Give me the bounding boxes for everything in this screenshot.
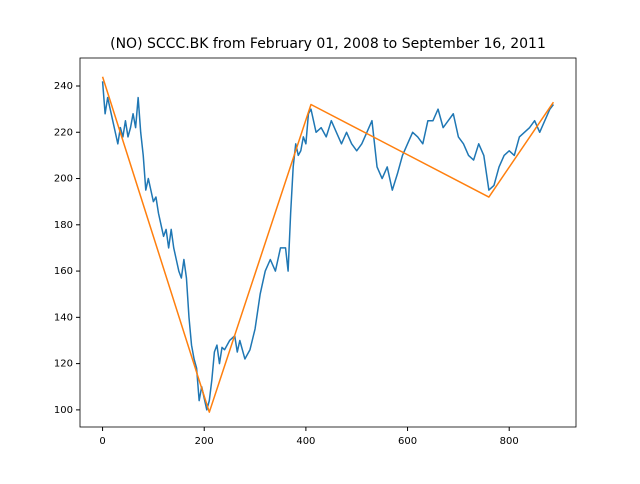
x-tick-label: 800 xyxy=(500,436,519,447)
y-tick-label: 220 xyxy=(54,127,73,138)
y-tick-label: 240 xyxy=(54,81,73,92)
y-tick-label: 100 xyxy=(54,405,73,416)
series-line xyxy=(101,76,555,413)
plot-frame xyxy=(79,57,577,428)
y-tick-label: 200 xyxy=(54,174,73,185)
chart-title: (NO) SCCC.BK from February 01, 2008 to S… xyxy=(110,36,546,52)
x-tick-label: 600 xyxy=(398,436,417,447)
y-tick-label: 160 xyxy=(54,266,73,277)
x-tick-label: 400 xyxy=(296,436,315,447)
series-line xyxy=(101,81,555,411)
y-tick-label: 180 xyxy=(54,220,73,231)
x-tick-label: 0 xyxy=(99,436,105,447)
y-tick-label: 120 xyxy=(54,359,73,370)
y-tick-label: 140 xyxy=(54,312,73,323)
x-tick-label: 200 xyxy=(195,436,214,447)
